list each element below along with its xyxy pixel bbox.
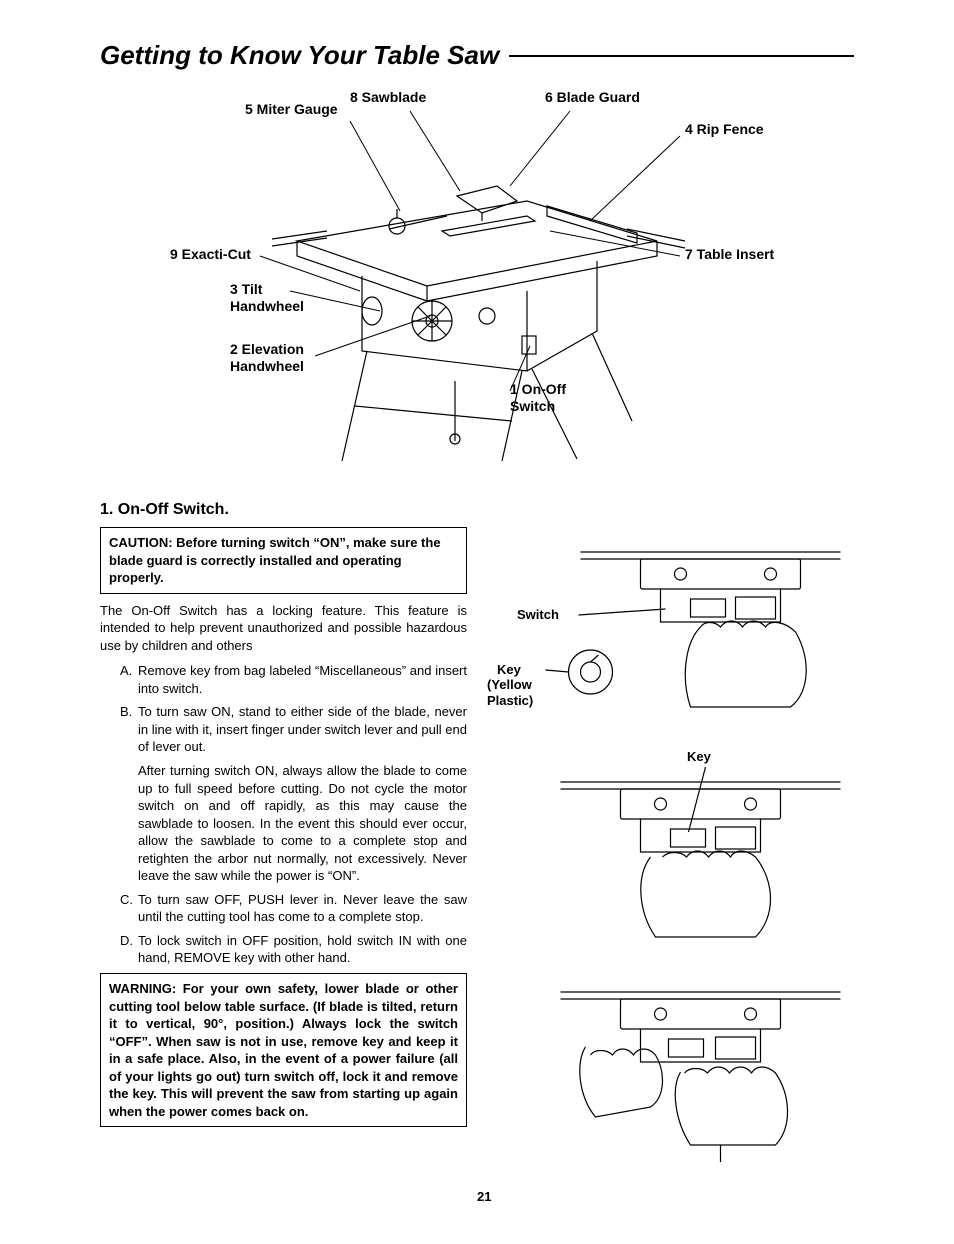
label-sawblade: 8 Sawblade <box>350 89 426 106</box>
label-table-insert: 7 Table Insert <box>685 246 774 263</box>
step-a: A. Remove key from bag labeled “Miscella… <box>120 662 467 697</box>
label-blade-guard: 6 Blade Guard <box>545 89 640 106</box>
step-letter: C. <box>120 891 138 926</box>
label-tilt-handwheel: 3 Tilt Handwheel <box>230 281 304 315</box>
switch-figure-3 <box>487 977 854 1167</box>
switch-figure-2: Key <box>487 757 854 957</box>
label-elevation-handwheel: 2 Elevation Handwheel <box>230 341 304 375</box>
label-miter-gauge: 5 Miter Gauge <box>245 101 338 118</box>
page-number: 21 <box>477 1189 854 1204</box>
switch-figure-1: Switch Key (Yellow Plastic) <box>487 537 854 737</box>
switch-illustration-2 <box>487 757 854 957</box>
label-on-off-switch: 1 On-Off Switch <box>510 381 566 415</box>
warning-box: WARNING: For your own safety, lower blad… <box>100 973 467 1127</box>
step-a-text: Remove key from bag labeled “Miscellaneo… <box>138 662 467 697</box>
page-title: Getting to Know Your Table Saw <box>100 40 854 71</box>
step-b-text: To turn saw ON, stand to either side of … <box>138 704 467 754</box>
left-column: CAUTION: Before turning switch “ON”, mak… <box>100 527 467 1127</box>
step-b-sub: After turning switch ON, always allow th… <box>138 762 467 885</box>
title-text: Getting to Know Your Table Saw <box>100 40 499 71</box>
main-diagram: 5 Miter Gauge 8 Sawblade 6 Blade Guard 4… <box>100 81 854 481</box>
step-b: B. To turn saw ON, stand to either side … <box>120 703 467 884</box>
label-exacti-cut: 9 Exacti-Cut <box>170 246 251 263</box>
two-column-layout: CAUTION: Before turning switch “ON”, mak… <box>100 527 854 1187</box>
step-c-text: To turn saw OFF, PUSH lever in. Never le… <box>138 891 467 926</box>
caution-box: CAUTION: Before turning switch “ON”, mak… <box>100 527 467 594</box>
step-c: C. To turn saw OFF, PUSH lever in. Never… <box>120 891 467 926</box>
switch-illustration-1 <box>487 537 854 737</box>
right-column: Switch Key (Yellow Plastic) <box>487 527 854 1187</box>
step-letter: A. <box>120 662 138 697</box>
step-d-text: To lock switch in OFF position, hold swi… <box>138 932 467 967</box>
intro-paragraph: The On-Off Switch has a locking feature.… <box>100 602 467 655</box>
switch-illustration-3 <box>487 977 854 1167</box>
instruction-list: A. Remove key from bag labeled “Miscella… <box>100 662 467 967</box>
fig1-key-label: Key <box>497 662 521 678</box>
step-d: D. To lock switch in OFF position, hold … <box>120 932 467 967</box>
step-letter: B. <box>120 703 138 884</box>
table-saw-illustration <box>267 121 687 461</box>
fig2-key-label: Key <box>687 749 711 765</box>
fig1-key-plastic: (Yellow Plastic) <box>487 677 533 708</box>
title-rule <box>509 55 854 57</box>
step-b-body: To turn saw ON, stand to either side of … <box>138 703 467 884</box>
fig1-switch-label: Switch <box>517 607 559 623</box>
step-letter: D. <box>120 932 138 967</box>
label-rip-fence: 4 Rip Fence <box>685 121 764 138</box>
section-1-heading: 1. On-Off Switch. <box>100 501 854 519</box>
